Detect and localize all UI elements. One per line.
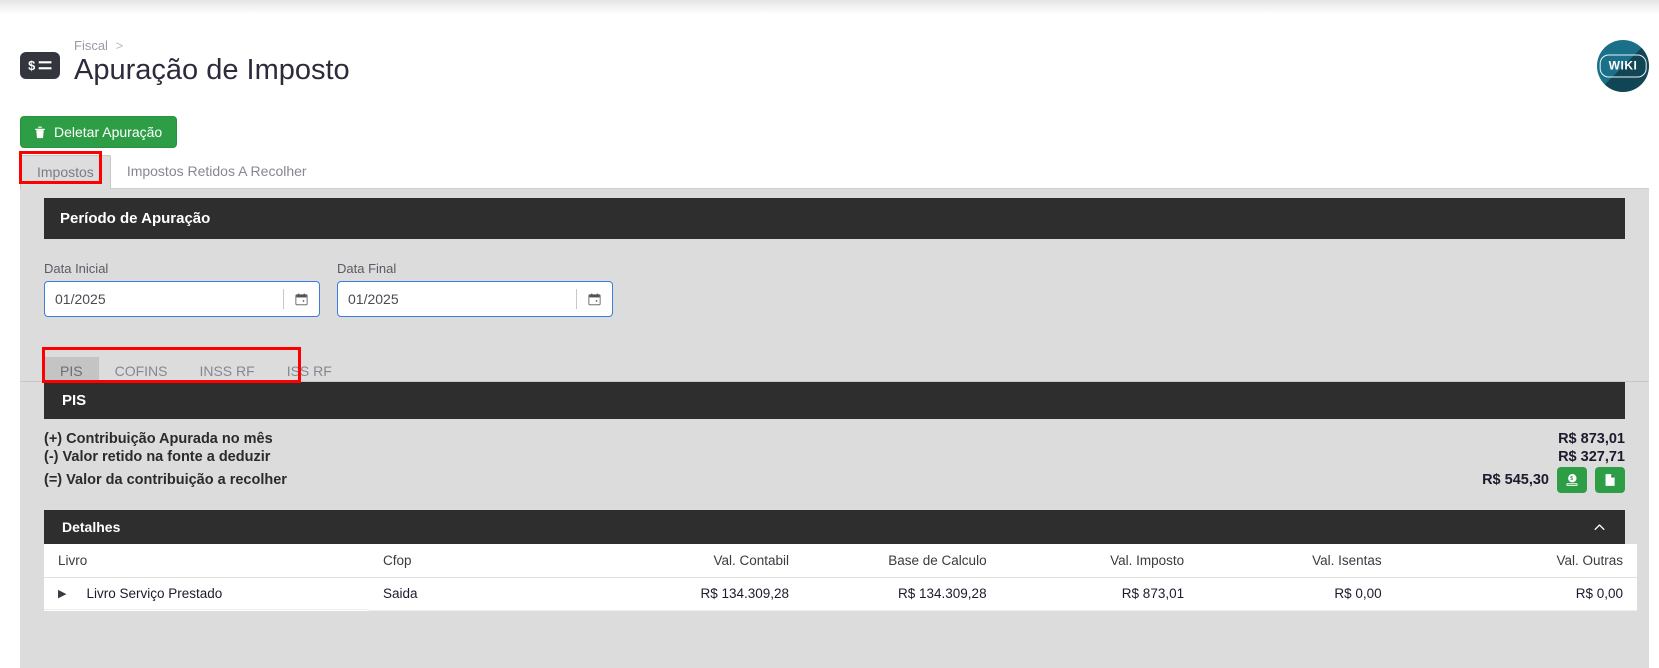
svg-text:$: $ <box>1570 476 1573 482</box>
svg-text:$: $ <box>28 58 35 73</box>
